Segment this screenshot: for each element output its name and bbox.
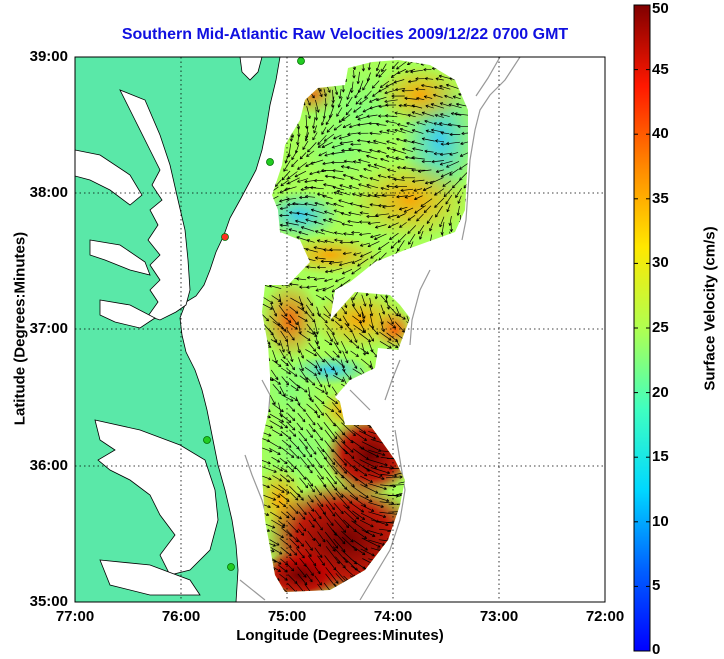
x-tick-label: 75:00 <box>267 608 307 625</box>
bathymetry-contours <box>239 57 521 601</box>
x-tick-label: 73:00 <box>479 608 519 625</box>
colorbar-tick-label: 25 <box>652 319 669 336</box>
velocity-field <box>262 60 468 592</box>
colorbar <box>633 4 651 652</box>
radar-station <box>227 563 235 571</box>
y-tick-label: 35:00 <box>29 593 68 610</box>
radar-station <box>266 158 274 166</box>
plot-area <box>74 56 606 603</box>
colorbar-tick-label: 10 <box>652 512 669 530</box>
colorbar-tick-label: 15 <box>652 448 669 466</box>
y-tick-label: 37:00 <box>29 320 68 337</box>
sound <box>99 559 201 596</box>
y-tick-label: 39:00 <box>29 48 68 65</box>
y-axis-label: Latitude (Degrees:Minutes) <box>11 231 29 426</box>
x-tick-label: 76:00 <box>161 608 201 625</box>
colorbar-tick-label: 40 <box>652 125 669 143</box>
x-tick-label: 72:00 <box>585 608 625 625</box>
sound <box>94 419 219 576</box>
bay-inlet <box>99 299 156 329</box>
colorbar-tick-label: 30 <box>652 254 669 272</box>
colorbar-tick-label: 45 <box>652 60 669 78</box>
y-tick-label: 36:00 <box>29 457 68 474</box>
grid-lines <box>75 57 605 602</box>
chart-title: Southern Mid-Atlantic Raw Velocities 200… <box>121 26 569 43</box>
radar-station <box>203 436 211 444</box>
plot-frame <box>74 56 606 603</box>
bay-inlet <box>75 149 143 206</box>
delaware-bay <box>239 57 263 81</box>
colorbar-tick-label: 0 <box>652 641 661 658</box>
colorbar-tick-label: 50 <box>652 0 669 17</box>
colorbar-tick-label: 35 <box>652 189 669 207</box>
colorbar-label: Surface Velocity (cm/s) <box>701 226 719 391</box>
colorbar-tick-label: 20 <box>652 383 669 401</box>
chesapeake-bay <box>119 89 191 321</box>
x-axis-label: Longitude (Degrees:Minutes) <box>236 627 444 644</box>
y-tick-label: 38:00 <box>29 184 68 201</box>
radar-station <box>221 233 229 241</box>
x-tick-label: 74:00 <box>373 608 413 625</box>
radar-station <box>297 57 305 65</box>
x-tick-label: 77:00 <box>55 608 95 625</box>
bay-inlet <box>89 239 151 276</box>
colorbar-tick-label: 5 <box>652 577 661 595</box>
